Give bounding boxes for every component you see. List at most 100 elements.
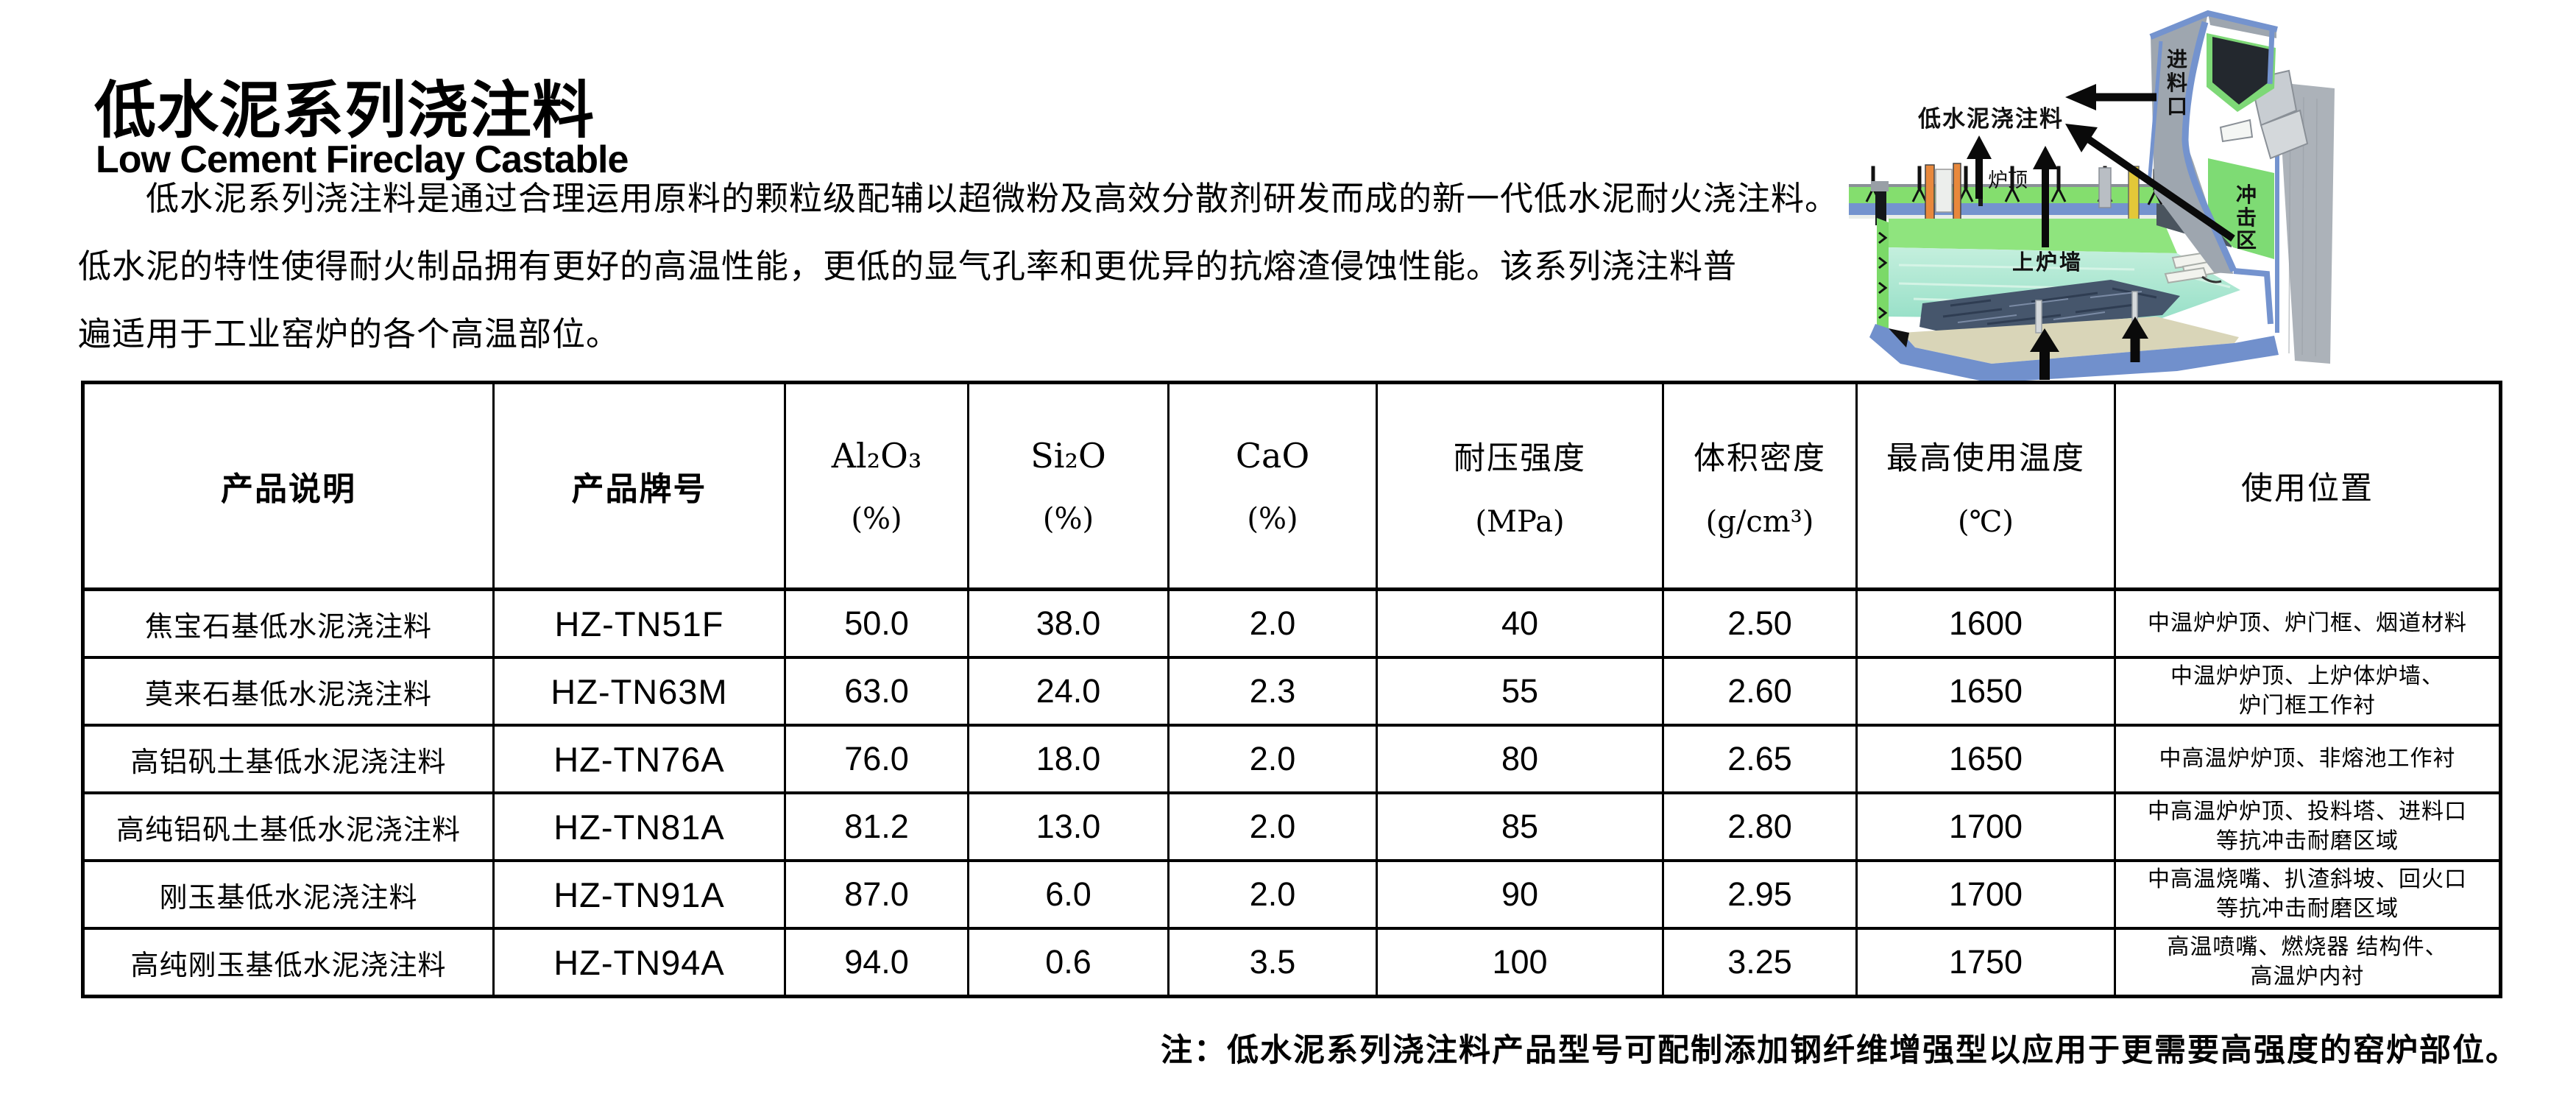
cell-max-temp: 1750 [1855, 927, 2116, 998]
cell-al2o3: 94.0 [784, 927, 969, 998]
svg-text:料: 料 [2167, 71, 2187, 95]
svg-text:口: 口 [2167, 94, 2187, 119]
cell-product-model: HZ-TN63M [492, 656, 786, 727]
cell-product-model: HZ-TN51F [492, 587, 786, 659]
label-castable: 低水泥浇注料 [1917, 106, 2064, 133]
cell-usage: 中温炉炉顶、上炉体炉墙、 炉门框工作衬 [2114, 656, 2502, 727]
header-product-desc: 产品说明 [82, 381, 495, 591]
cell-al2o3: 63.0 [784, 656, 969, 727]
arrow-roof-up [1967, 135, 1992, 199]
cell-product-desc: 高纯刚玉基低水泥浇注料 [82, 927, 495, 998]
label-upper-wall: 上炉墙 [2012, 250, 2083, 275]
cell-strength: 90 [1376, 859, 1664, 930]
cell-usage: 中高温炉炉顶、投料塔、进料口 等抗冲击耐磨区域 [2114, 791, 2502, 862]
cell-density: 2.80 [1662, 791, 1858, 862]
header-strength: 耐压强度 (MPa) [1376, 381, 1664, 591]
cell-max-temp: 1650 [1855, 724, 2116, 794]
melt-pool-texture [1942, 287, 2157, 325]
cell-density: 2.60 [1662, 656, 1858, 727]
cell-cao: 2.0 [1167, 791, 1378, 862]
cell-density: 2.50 [1662, 587, 1858, 659]
cell-sio2: 38.0 [967, 587, 1170, 659]
annotation-arrows [1967, 84, 2235, 380]
intro-line: 低水泥系列浇注料是通过合理运用原料的颗粒级配辅以超微粉及高效分散剂研发而成的新一… [146, 180, 1839, 217]
cell-density: 2.65 [1662, 724, 1858, 794]
cell-max-temp: 1700 [1855, 791, 2116, 862]
tower-blue-rims [2147, 10, 2278, 325]
cell-al2o3: 76.0 [784, 724, 969, 794]
cell-product-desc: 高铝矾土基低水泥浇注料 [82, 724, 495, 794]
cell-al2o3: 81.2 [784, 791, 969, 862]
table-row: 高纯铝矾土基低水泥浇注料 HZ-TN81A 81.2 13.0 2.0 85 2… [82, 791, 2502, 862]
cell-usage: 中高温烧嘴、扒渣斜坡、回火口 等抗冲击耐磨区域 [2114, 859, 2502, 930]
left-furnace-wall [1871, 181, 1889, 333]
cell-product-desc: 刚玉基低水泥浇注料 [82, 859, 495, 930]
header-sio2: Si₂O (%) [967, 381, 1170, 591]
label-feed-inlet: 进 料 口 [2167, 47, 2187, 119]
header-row: 产品说明 产品牌号 Al₂O₃ (%) Si₂O (%) CaO (%) 耐压强度 (M… [82, 381, 2502, 591]
cell-al2o3: 50.0 [784, 587, 969, 659]
cell-usage: 高温喷嘴、燃烧器 结构件、 高温炉内衬 [2114, 927, 2502, 998]
cell-cao: 2.0 [1167, 587, 1378, 659]
cell-max-temp: 1700 [1855, 859, 2116, 930]
table-row: 高铝矾土基低水泥浇注料 HZ-TN76A 76.0 18.0 2.0 80 2.… [82, 724, 2502, 794]
svg-text:击: 击 [2236, 205, 2257, 230]
svg-text:进: 进 [2167, 47, 2187, 71]
cell-product-model: HZ-TN76A [492, 724, 786, 794]
table-row: 高纯刚玉基低水泥浇注料 HZ-TN94A 94.0 0.6 3.5 100 3.… [82, 927, 2502, 998]
cell-sio2: 6.0 [967, 859, 1170, 930]
table-row: 莫来石基低水泥浇注料 HZ-TN63M 63.0 24.0 2.3 55 2.6… [82, 656, 2502, 727]
cell-product-desc: 焦宝石基低水泥浇注料 [82, 587, 495, 659]
cell-product-model: HZ-TN91A [492, 859, 786, 930]
header-cao: CaO (%) [1167, 381, 1378, 591]
label-impact-zone: 冲 击 区 [2236, 183, 2257, 253]
cell-sio2: 18.0 [967, 724, 1170, 794]
bottom-left-wedge [1889, 328, 1909, 347]
label-roof: 炉顶 [1988, 169, 2028, 192]
arrow-impact-to-label [2065, 124, 2235, 242]
cell-al2o3: 87.0 [784, 859, 969, 930]
arrow-feed-inlet [2065, 84, 2156, 110]
feed-tower [2147, 10, 2278, 325]
header-product-model: 产品牌号 [492, 381, 786, 591]
header-density: 体积密度 (g/cm³) [1662, 381, 1858, 591]
cell-cao: 2.0 [1167, 859, 1378, 930]
cell-usage: 中高温炉炉顶、非熔池工作衬 [2114, 724, 2502, 794]
cell-strength: 100 [1376, 927, 1664, 998]
furnace-bottom-shell [1869, 317, 2279, 383]
arrow-wall-up [2033, 146, 2058, 247]
cell-cao: 2.3 [1167, 656, 1378, 727]
cell-strength: 85 [1376, 791, 1664, 862]
cell-max-temp: 1650 [1855, 656, 2116, 727]
cell-cao: 3.5 [1167, 927, 1378, 998]
cell-cao: 2.0 [1167, 724, 1378, 794]
table-row: 焦宝石基低水泥浇注料 HZ-TN51F 50.0 38.0 2.0 40 2.5… [82, 587, 2502, 659]
footer-note: 注：低水泥系列浇注料产品型号可配制添加钢纤维增强型以应用于更需要高强度的窑炉部位… [1161, 1033, 2519, 1068]
intro-line: 遍适用于工业窑炉的各个高温部位。 [78, 315, 620, 353]
melt-pool [1919, 280, 2180, 334]
cell-sio2: 13.0 [967, 791, 1170, 862]
svg-text:冲: 冲 [2236, 183, 2257, 207]
cell-product-desc: 高纯铝矾土基低水泥浇注料 [82, 791, 495, 862]
page-subtitle: Low Cement Fireclay Castable [96, 138, 629, 182]
tower-face [2151, 13, 2233, 274]
header-al2o3: Al₂O₃ (%) [784, 381, 969, 591]
cell-strength: 80 [1376, 724, 1664, 794]
arrow-bottom-right [2122, 317, 2148, 362]
svg-text:区: 区 [2236, 228, 2257, 253]
cell-sio2: 0.6 [967, 927, 1170, 998]
tower-opening [2212, 37, 2270, 105]
page-title: 低水泥系列浇注料 [94, 76, 595, 146]
cell-usage: 中温炉炉顶、炉门框、烟道材料 [2114, 587, 2502, 659]
cell-density: 3.25 [1662, 927, 1858, 998]
arrow-bottom-left [2030, 328, 2059, 380]
cell-sio2: 24.0 [967, 656, 1170, 727]
diagram-labels: 低水泥浇注料 炉顶 上炉墙 进 料 口 冲 击 区 [1917, 47, 2257, 275]
intro-paragraph: 低水泥系列浇注料是通过合理运用原料的颗粒级配辅以超微粉及高效分散剂研发而成的新一… [78, 165, 1866, 368]
cell-max-temp: 1600 [1855, 587, 2116, 659]
furnace-diagram: 低水泥浇注料 炉顶 上炉墙 进 料 口 冲 击 区 [1849, 10, 2335, 383]
spec-table: 产品说明 产品牌号 Al₂O₃ (%) Si₂O (%) CaO (%) 耐压强度 (M… [81, 381, 2502, 998]
cell-product-model: HZ-TN94A [492, 927, 786, 998]
header-usage: 使用位置 [2114, 381, 2502, 591]
